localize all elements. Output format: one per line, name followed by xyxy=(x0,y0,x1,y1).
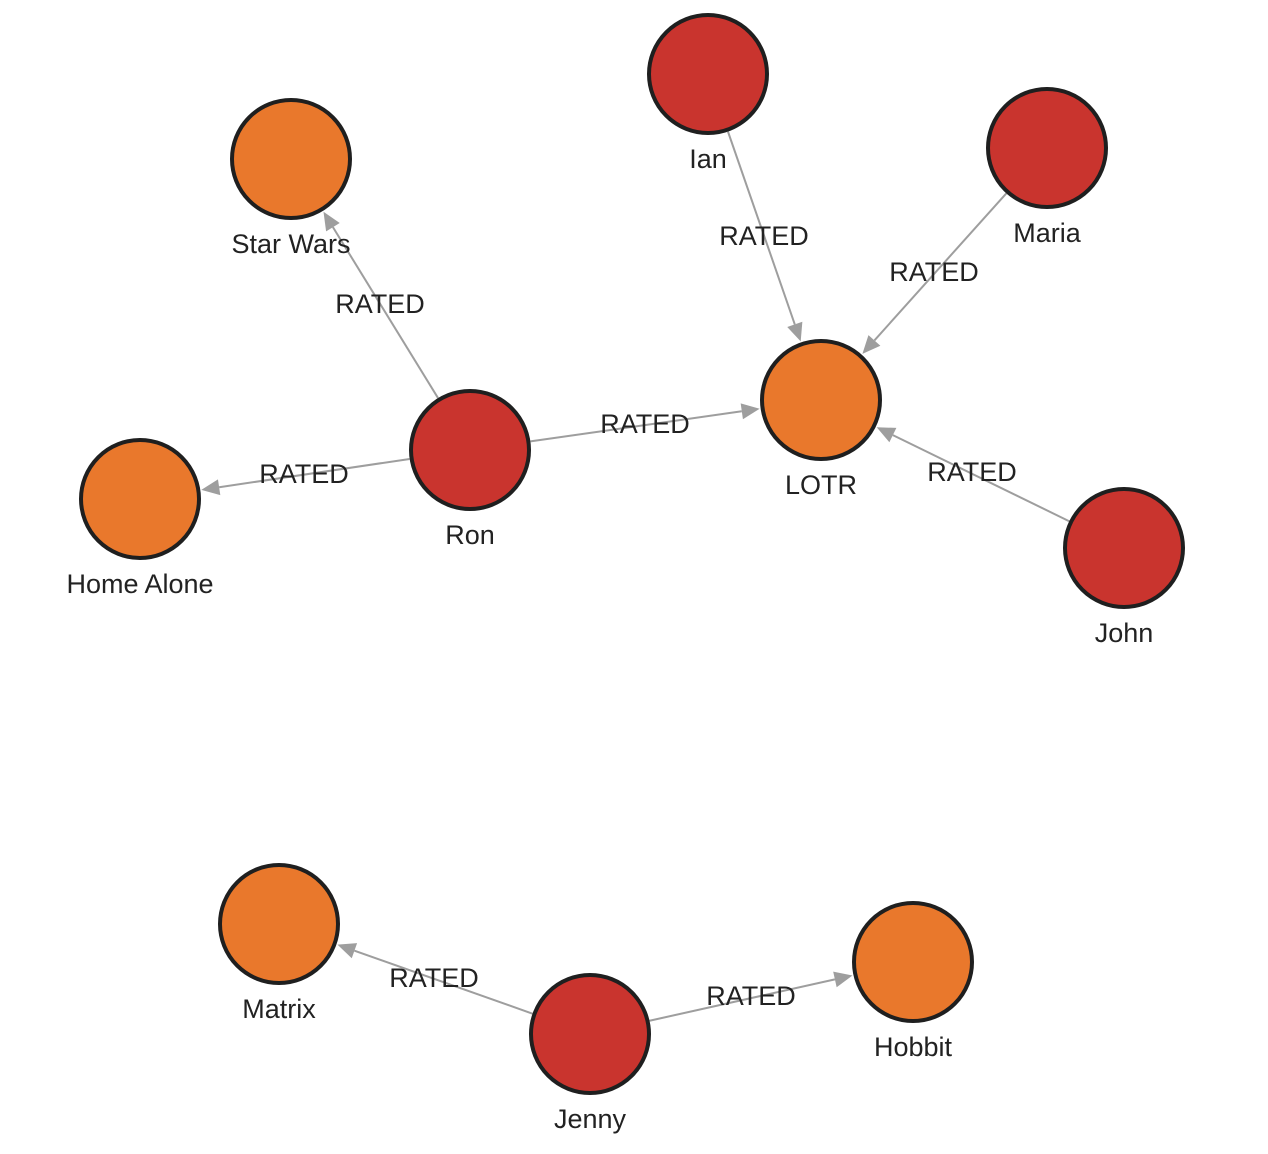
arrowhead-icon xyxy=(337,943,358,959)
movie-node-circle[interactable] xyxy=(760,339,882,461)
nodes-layer: Ian Maria Ron John Jenny Star Wars Home Alone L… xyxy=(66,13,1185,1134)
edge-ian-lotr[interactable]: RATED xyxy=(719,131,809,342)
movie-node-circle[interactable] xyxy=(852,901,974,1023)
node-hobbit[interactable]: Hobbit xyxy=(852,901,974,1062)
node-label: Maria xyxy=(1013,218,1081,248)
edge-label: RATED xyxy=(389,963,479,993)
edge-john-lotr[interactable]: RATED xyxy=(876,427,1070,523)
person-node-circle[interactable] xyxy=(529,973,651,1095)
arrowhead-icon xyxy=(787,321,803,342)
edge-line xyxy=(892,434,1070,523)
node-label: LOTR xyxy=(785,470,857,500)
edge-line xyxy=(873,192,1008,342)
person-node-circle[interactable] xyxy=(1063,487,1185,609)
node-lotr[interactable]: LOTR xyxy=(760,339,882,500)
edge-ron-starwars[interactable]: RATED xyxy=(323,211,439,399)
arrowhead-icon xyxy=(876,427,897,443)
edge-line xyxy=(354,949,533,1015)
node-label: Home Alone xyxy=(66,569,213,599)
node-label: Matrix xyxy=(242,994,316,1024)
edge-maria-lotr[interactable]: RATED xyxy=(862,192,1008,354)
edge-line xyxy=(332,226,439,399)
movie-node-circle[interactable] xyxy=(79,438,201,560)
node-homealone[interactable]: Home Alone xyxy=(66,438,214,599)
arrowhead-icon xyxy=(833,971,853,988)
edges-layer: RATED RATED RATED RATED RATED RATED RATED RATED xyxy=(201,131,1070,1022)
edge-label: RATED xyxy=(600,409,690,439)
edge-line xyxy=(727,131,796,325)
edge-jenny-matrix[interactable]: RATED xyxy=(337,943,533,1015)
arrowhead-icon xyxy=(201,479,221,496)
node-matrix[interactable]: Matrix xyxy=(218,863,340,1024)
node-ron[interactable]: Ron xyxy=(409,389,531,550)
person-node-circle[interactable] xyxy=(409,389,531,511)
movie-node-circle[interactable] xyxy=(218,863,340,985)
arrowhead-icon xyxy=(323,211,340,232)
edge-label: RATED xyxy=(706,981,796,1011)
arrowhead-icon xyxy=(740,403,760,420)
edge-label: RATED xyxy=(889,257,979,287)
edge-label: RATED xyxy=(335,289,425,319)
arrowhead-icon xyxy=(862,335,881,354)
edge-label: RATED xyxy=(259,459,349,489)
node-label: Ian xyxy=(689,144,727,174)
person-node-circle[interactable] xyxy=(986,87,1108,209)
movie-node-circle[interactable] xyxy=(230,98,352,220)
node-maria[interactable]: Maria xyxy=(986,87,1108,248)
node-jenny[interactable]: Jenny xyxy=(529,973,651,1134)
edge-line xyxy=(218,457,410,489)
edge-label: RATED xyxy=(719,221,809,251)
person-node-circle[interactable] xyxy=(647,13,769,135)
node-label: John xyxy=(1095,618,1154,648)
node-label: Ron xyxy=(445,520,495,550)
edge-line xyxy=(530,410,742,443)
node-john[interactable]: John xyxy=(1063,487,1185,648)
edge-line xyxy=(649,978,836,1022)
edge-ron-homealone[interactable]: RATED xyxy=(201,457,410,496)
edge-label: RATED xyxy=(927,457,1017,487)
edge-jenny-hobbit[interactable]: RATED xyxy=(649,971,853,1022)
node-label: Star Wars xyxy=(231,229,350,259)
edge-ron-lotr[interactable]: RATED xyxy=(530,403,760,443)
node-starwars[interactable]: Star Wars xyxy=(230,98,352,259)
node-label: Jenny xyxy=(554,1104,627,1134)
node-label: Hobbit xyxy=(874,1032,953,1062)
node-ian[interactable]: Ian xyxy=(647,13,769,174)
